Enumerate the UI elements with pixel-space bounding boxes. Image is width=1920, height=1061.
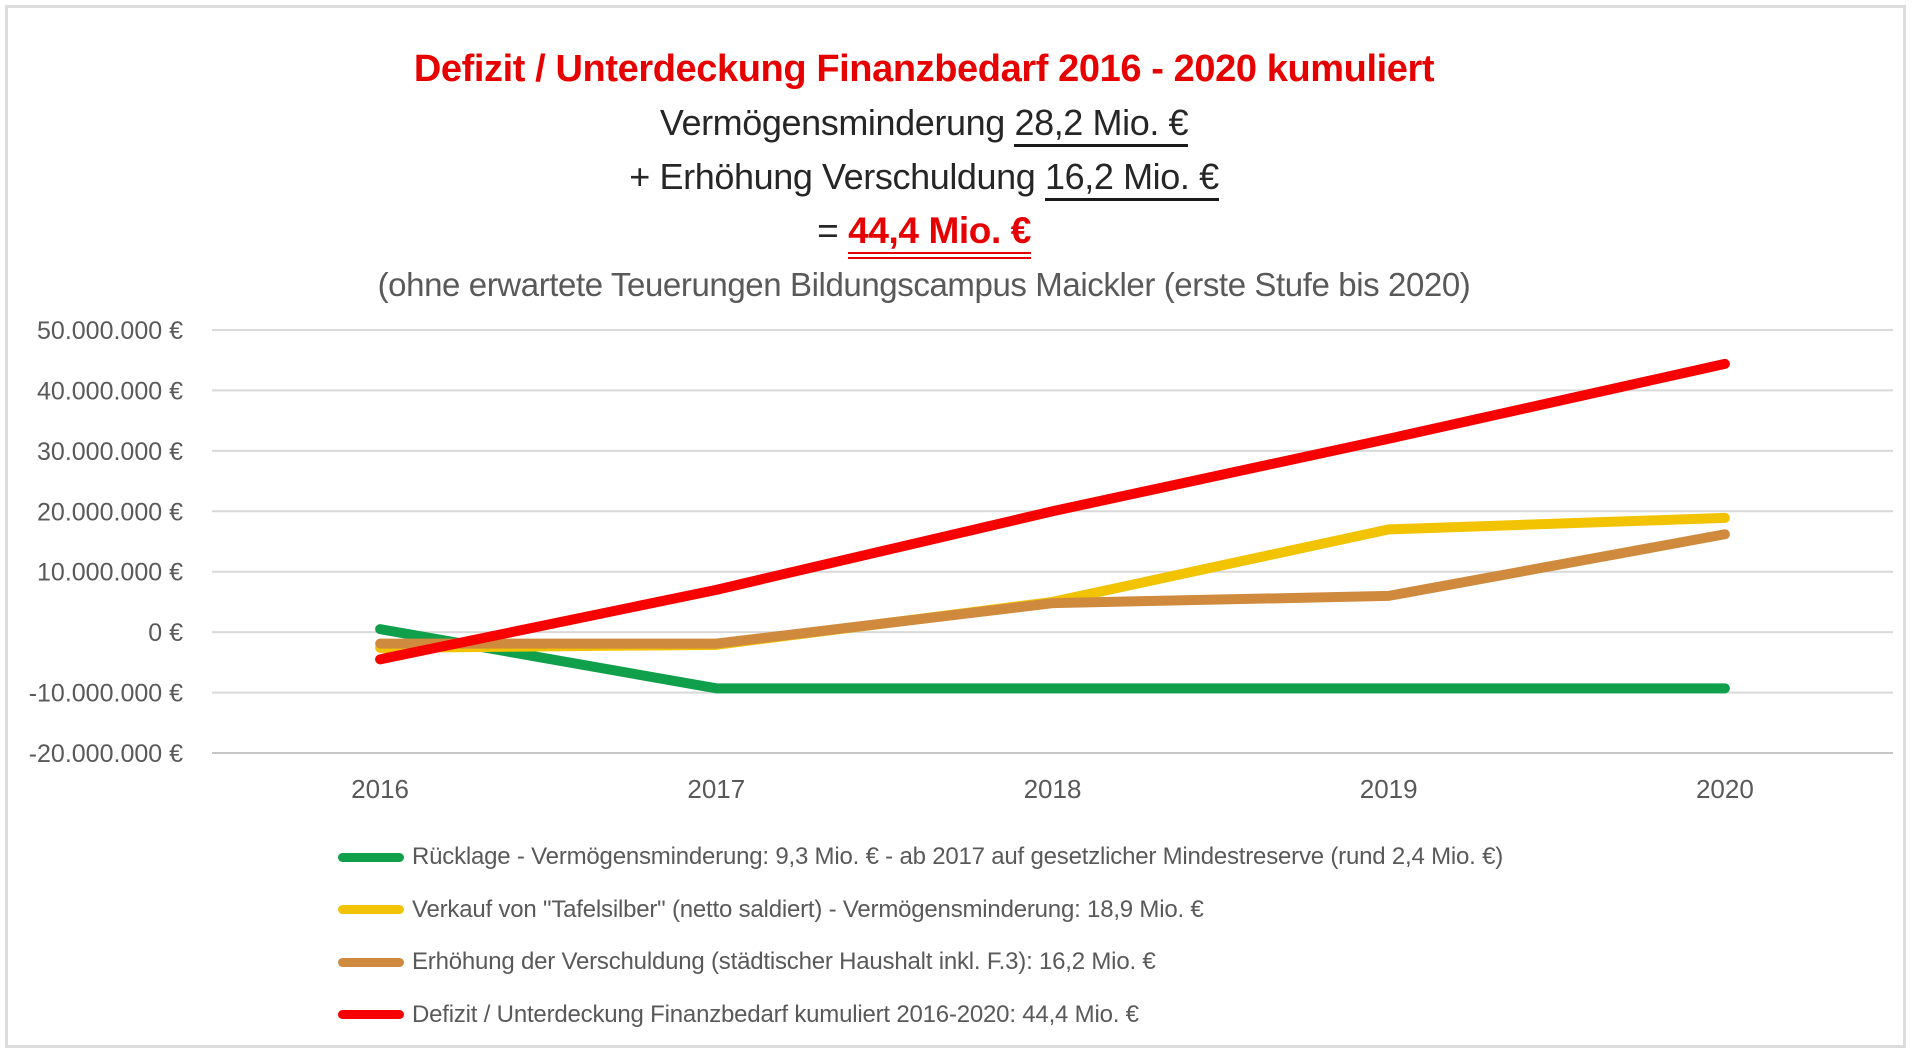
y-axis-tick-label: 20.000.000 € xyxy=(37,498,183,526)
y-axis-tick-label: 40.000.000 € xyxy=(37,377,183,405)
subtitle-line4-prefix: = xyxy=(817,210,849,251)
legend-label: Defizit / Unterdeckung Finanzbedarf kumu… xyxy=(412,1000,1139,1028)
subtitle-line2-prefix: Vermögensminderung xyxy=(659,102,1015,143)
legend-item: Verkauf von "Tafelsilber" (netto saldier… xyxy=(338,884,1503,937)
legend-label: Erhöhung der Verschuldung (städtischer H… xyxy=(412,948,1156,976)
subtitle-verschuldung: + Erhöhung Verschuldung 16,2 Mio. € xyxy=(0,150,1848,204)
series-line-2 xyxy=(375,529,1730,649)
y-axis-tick-label: 0 € xyxy=(148,619,183,647)
series-line-3 xyxy=(375,358,1730,665)
subtitle-line3-value: 16,2 Mio. € xyxy=(1045,156,1219,201)
subtitle-line4-value: 44,4 Mio. € xyxy=(848,210,1031,259)
x-axis-tick-label: 2019 xyxy=(1360,774,1418,804)
chart-title-block: Defizit / Unterdeckung Finanzbedarf 2016… xyxy=(0,42,1848,312)
legend-swatch-icon xyxy=(338,957,404,967)
legend-swatch-icon xyxy=(338,905,404,915)
series-line-0 xyxy=(375,624,1730,694)
subtitle-note: (ohne erwartete Teuerungen Bildungscampu… xyxy=(377,266,1471,303)
x-axis-tick-label: 2018 xyxy=(1024,774,1082,804)
y-axis-tick-label: 30.000.000 € xyxy=(37,438,183,466)
legend-label: Verkauf von "Tafelsilber" (netto saldier… xyxy=(412,895,1204,923)
legend-item: Defizit / Unterdeckung Finanzbedarf kumu… xyxy=(338,989,1503,1042)
legend-item: Erhöhung der Verschuldung (städtischer H… xyxy=(338,936,1503,989)
subtitle-line3-prefix: + Erhöhung Verschuldung xyxy=(629,156,1046,197)
x-axis-tick-label: 2017 xyxy=(687,774,745,804)
subtitle-total: = 44,4 Mio. € xyxy=(0,204,1848,259)
legend-item: Rücklage - Vermögensminderung: 9,3 Mio. … xyxy=(338,831,1503,884)
x-axis-tick-label: 2020 xyxy=(1696,774,1754,804)
chart-title: Defizit / Unterdeckung Finanzbedarf 2016… xyxy=(413,48,1435,90)
legend-swatch-icon xyxy=(338,1010,404,1020)
subtitle-line2-value: 28,2 Mio. € xyxy=(1014,102,1189,147)
y-axis-tick-label: -20.000.000 € xyxy=(29,740,183,768)
series-line-1 xyxy=(375,512,1730,653)
chart-legend: Rücklage - Vermögensminderung: 9,3 Mio. … xyxy=(338,831,1503,1041)
y-axis-tick-label: -10.000.000 € xyxy=(29,680,183,708)
y-axis-tick-label: 10.000.000 € xyxy=(37,559,183,587)
x-axis-tick-label: 2016 xyxy=(351,774,409,804)
y-axis-tick-label: 50.000.000 € xyxy=(37,317,183,345)
subtitle-vermoegensminderung: Vermögensminderung 28,2 Mio. € xyxy=(0,96,1848,150)
legend-swatch-icon xyxy=(338,852,404,862)
legend-label: Rücklage - Vermögensminderung: 9,3 Mio. … xyxy=(412,843,1504,871)
